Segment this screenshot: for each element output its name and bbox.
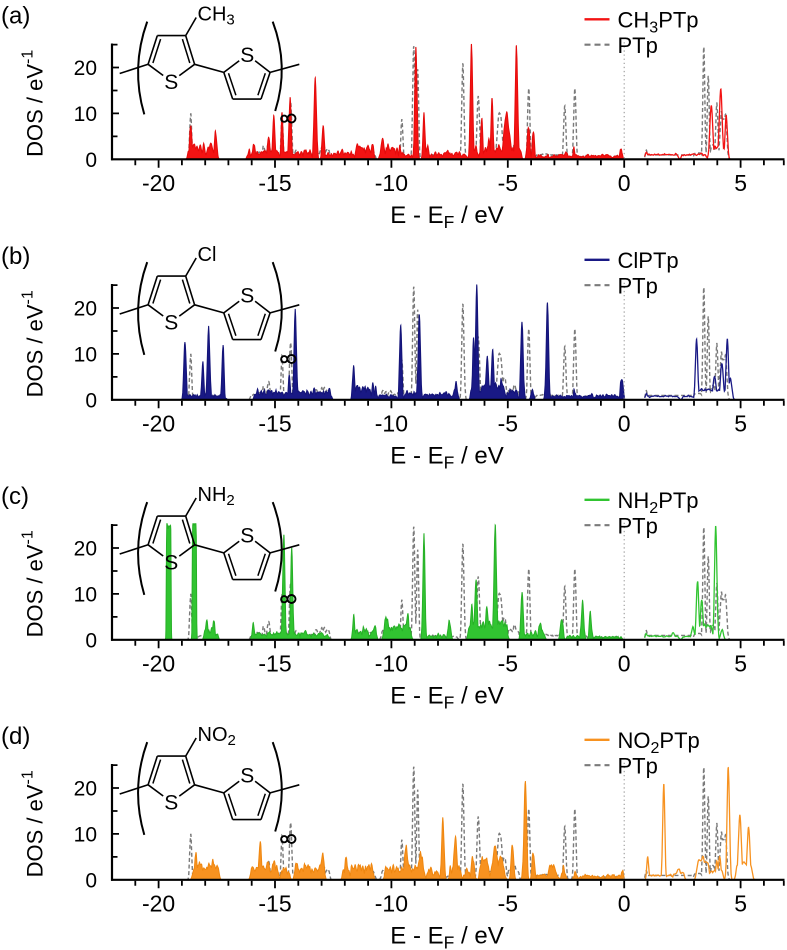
svg-text:(b): (b) [1, 243, 30, 270]
svg-text:(c): (c) [1, 483, 29, 510]
svg-text:(d): (d) [1, 723, 30, 750]
svg-text:NH2PTp: NH2PTp [618, 488, 699, 517]
svg-text:ClPTp: ClPTp [618, 248, 679, 273]
svg-text:CH3PTp: CH3PTp [618, 8, 699, 37]
svg-text:PTp: PTp [618, 514, 658, 539]
svg-text:PTp: PTp [618, 754, 658, 779]
svg-text:PTp: PTp [618, 274, 658, 299]
svg-text:Cl: Cl [198, 244, 217, 266]
svg-text:(a): (a) [1, 3, 30, 30]
svg-text:NO2PTp: NO2PTp [618, 728, 700, 757]
svg-text:PTp: PTp [618, 33, 658, 58]
